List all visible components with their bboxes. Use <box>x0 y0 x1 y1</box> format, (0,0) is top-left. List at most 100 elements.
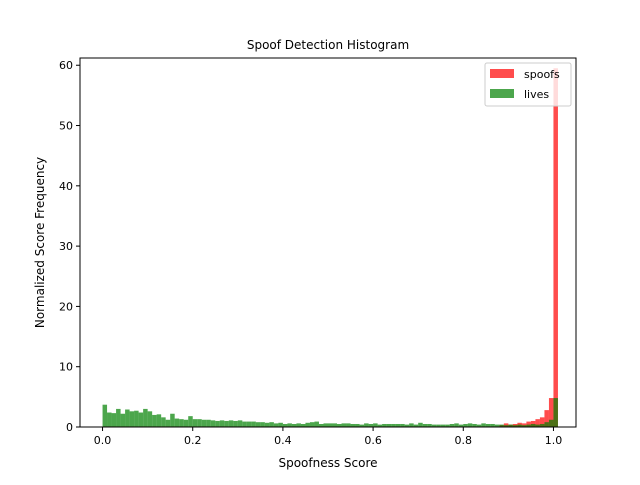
bar-lives <box>228 420 234 427</box>
bar-lives <box>418 422 423 427</box>
bar-lives <box>395 423 401 427</box>
bar-lives <box>445 424 450 427</box>
legend: spoofs lives <box>484 62 572 107</box>
x-tick-label: 0.8 <box>455 434 473 447</box>
bar-spoofs <box>535 419 540 427</box>
bar-spoofs <box>553 68 558 427</box>
bar-lives <box>219 420 225 427</box>
bar-lives <box>174 418 180 427</box>
x-axis-label: Spoofness Score <box>278 456 377 470</box>
bar-lives <box>481 423 486 427</box>
bar-lives <box>300 423 306 427</box>
bar-lives <box>404 424 410 427</box>
bar-lives <box>242 421 247 427</box>
bar-lives <box>499 424 504 427</box>
legend-label-spoofs: spoofs <box>524 68 560 81</box>
bar-lives <box>494 424 500 427</box>
x-tick-label: 0.4 <box>274 434 292 447</box>
bar-lives <box>382 423 387 427</box>
x-tick-label: 0.0 <box>94 434 112 447</box>
bar-lives <box>472 423 477 427</box>
bar-lives <box>359 424 365 427</box>
bar-lives <box>305 422 310 427</box>
series-lives-bars <box>102 398 558 427</box>
bar-lives <box>215 420 220 427</box>
x-tick-label: 1.0 <box>545 434 563 447</box>
bar-lives <box>328 423 333 427</box>
bar-lives <box>156 414 162 427</box>
bar-lives <box>210 420 216 427</box>
bar-lives <box>526 424 531 427</box>
bar-lives <box>111 413 117 427</box>
bar-lives <box>548 419 554 427</box>
bar-lives <box>143 408 148 427</box>
bar-lives <box>413 424 419 427</box>
bar-lives <box>373 423 378 427</box>
legend-swatch-spoofs <box>490 69 514 78</box>
bar-lives <box>273 423 279 427</box>
bar-lives <box>517 424 522 427</box>
bar-lives <box>282 423 288 427</box>
bar-lives <box>346 423 351 427</box>
bar-lives <box>368 423 374 427</box>
bar-lives <box>503 425 509 427</box>
bar-lives <box>192 419 198 427</box>
bar-lives <box>179 419 184 427</box>
y-tick-label: 30 <box>59 240 73 253</box>
bar-lives <box>206 419 211 427</box>
bar-lives <box>454 423 459 427</box>
bar-lives <box>386 423 392 427</box>
bar-lives <box>107 412 112 427</box>
x-tick-label: 0.2 <box>184 434 202 447</box>
bar-lives <box>102 404 108 427</box>
bar-lives <box>147 411 153 427</box>
bar-lives <box>161 417 166 427</box>
bar-lives <box>287 423 292 427</box>
y-axis-ticks: 0 10 20 30 40 50 60 <box>59 59 80 434</box>
y-tick-label: 10 <box>59 361 73 374</box>
bar-lives <box>409 423 414 427</box>
bar-lives <box>152 414 157 427</box>
bar-lives <box>314 421 319 427</box>
plot-frame <box>79 57 577 428</box>
bar-lives <box>237 420 243 427</box>
bar-lives <box>512 425 518 427</box>
bar-lives <box>246 421 252 427</box>
x-axis-ticks: 0.0 0.2 0.4 0.6 0.8 1.0 <box>94 427 562 447</box>
bar-lives <box>170 413 175 427</box>
bar-spoofs <box>526 421 531 427</box>
bar-lives <box>165 419 171 427</box>
bar-lives <box>463 423 468 427</box>
bar-lives <box>255 422 261 427</box>
bar-spoofs <box>530 420 536 427</box>
bar-lives <box>251 421 256 427</box>
bar-lives <box>197 419 202 427</box>
bar-lives <box>318 423 324 427</box>
bar-lives <box>264 422 270 427</box>
bar-lives <box>427 423 432 427</box>
bar-lives <box>183 419 189 427</box>
bar-lives <box>467 423 473 427</box>
bar-lives <box>553 398 558 427</box>
bar-lives <box>116 408 121 427</box>
bar-lives <box>350 423 356 427</box>
y-tick-label: 50 <box>59 120 73 133</box>
bar-lives <box>291 423 297 427</box>
bar-lives <box>269 422 274 427</box>
bar-lives <box>364 423 369 427</box>
bar-lives <box>278 422 283 427</box>
legend-swatch-lives <box>490 89 514 98</box>
y-tick-label: 40 <box>59 180 73 193</box>
bar-lives <box>224 420 229 427</box>
bar-lives <box>431 424 437 427</box>
bar-lives <box>440 424 446 427</box>
bar-lives <box>530 423 536 427</box>
y-axis-label: Normalized Score Frequency <box>33 157 47 328</box>
bar-lives <box>521 425 527 427</box>
bar-spoofs <box>544 410 549 427</box>
y-tick-label: 20 <box>59 300 73 313</box>
legend-label-lives: lives <box>524 88 549 101</box>
bar-lives <box>260 422 265 427</box>
bar-lives <box>535 424 540 427</box>
